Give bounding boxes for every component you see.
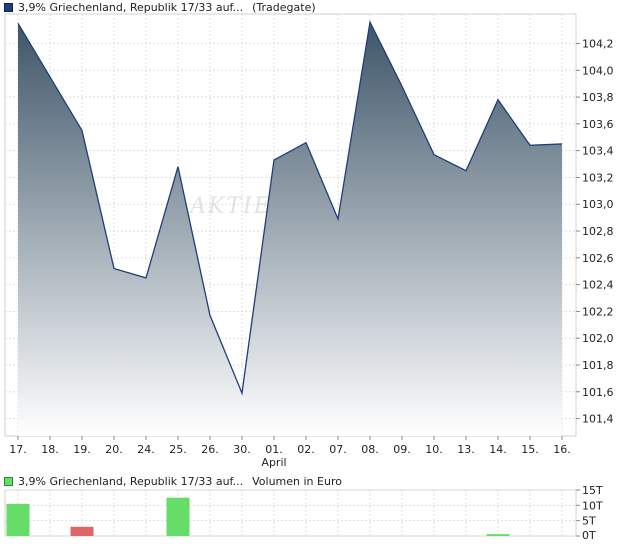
price-x-tick-label: 16. (553, 443, 571, 456)
price-x-month-label: April (261, 456, 286, 469)
price-y-tick-label: 102,2 (582, 305, 614, 318)
price-y-tick-label: 101,8 (582, 359, 614, 372)
price-legend-swatch (4, 2, 13, 12)
price-series-line (17, 19, 563, 396)
price-y-tick-label: 103,0 (582, 198, 614, 211)
volume-bar (70, 526, 94, 536)
price-x-tick-label: 09. (393, 443, 411, 456)
price-legend: 3,9% Griechenland, Republik 17/33 auf...… (4, 0, 316, 14)
price-x-axis: 17. 18. 19. 20. 24. 25. 26. 30. 01. 02. 07. 08. 09. 1… (9, 436, 571, 469)
volume-bar (166, 497, 190, 536)
price-x-tick-label: 30. (233, 443, 251, 456)
volume-bars (6, 497, 510, 536)
volume-legend-name: 3,9% Griechenland, Republik 17/33 auf... (18, 474, 244, 488)
price-y-tick-label: 102,8 (582, 225, 614, 238)
volume-bar (486, 534, 510, 536)
price-x-tick-label: 13. (457, 443, 475, 456)
volume-y-tick-label: 15T (582, 484, 603, 497)
volume-legend-unit: Volumen in Euro (252, 474, 342, 488)
price-x-tick-label: 18. (41, 443, 59, 456)
volume-y-tick-label: 5T (582, 515, 596, 528)
price-x-tick-label: 19. (73, 443, 91, 456)
volume-bar (6, 503, 30, 536)
price-y-tick-label: 103,4 (582, 145, 614, 158)
price-x-tick-label: 08. (361, 443, 379, 456)
price-x-tick-label: 24. (137, 443, 155, 456)
price-y-axis: 104,2 104,0 103,8 103,6 103,4 103,2 103,0 102,8… (576, 37, 614, 426)
price-area-fill (18, 22, 562, 436)
price-x-tick-label: 07. (329, 443, 347, 456)
price-x-tick-label: 25. (169, 443, 187, 456)
price-x-tick-label: 02. (297, 443, 315, 456)
price-x-tick-label: 17. (9, 443, 27, 456)
price-legend-venue: (Tradegate) (252, 0, 316, 14)
volume-y-tick-label: 0T (582, 529, 596, 542)
price-x-tick-label: 15. (521, 443, 539, 456)
price-y-tick-label: 103,8 (582, 91, 614, 104)
price-x-tick-label: 01. (265, 443, 283, 456)
price-x-tick-label: 26. (201, 443, 219, 456)
price-y-tick-label: 102,0 (582, 332, 614, 345)
price-y-tick-label: 103,2 (582, 171, 614, 184)
volume-legend-swatch (4, 476, 13, 486)
price-legend-name: 3,9% Griechenland, Republik 17/33 auf... (18, 0, 244, 14)
price-x-tick-label: 20. (105, 443, 123, 456)
price-x-tick-label: 14. (489, 443, 507, 456)
price-y-tick-label: 102,6 (582, 252, 614, 265)
volume-legend: 3,9% Griechenland, Republik 17/33 auf...… (4, 474, 342, 488)
price-y-tick-label: 101,4 (582, 413, 614, 426)
price-y-tick-label: 103,6 (582, 118, 614, 131)
price-area (17, 19, 563, 436)
volume-grid (4, 489, 577, 537)
volume-y-tick-label: 10T (582, 499, 603, 512)
price-y-tick-label: 104,2 (582, 37, 614, 50)
price-x-tick-label: 10. (425, 443, 443, 456)
price-y-tick-label: 102,4 (582, 279, 614, 292)
price-y-tick-label: 104,0 (582, 64, 614, 77)
price-y-tick-label: 101,6 (582, 386, 614, 399)
